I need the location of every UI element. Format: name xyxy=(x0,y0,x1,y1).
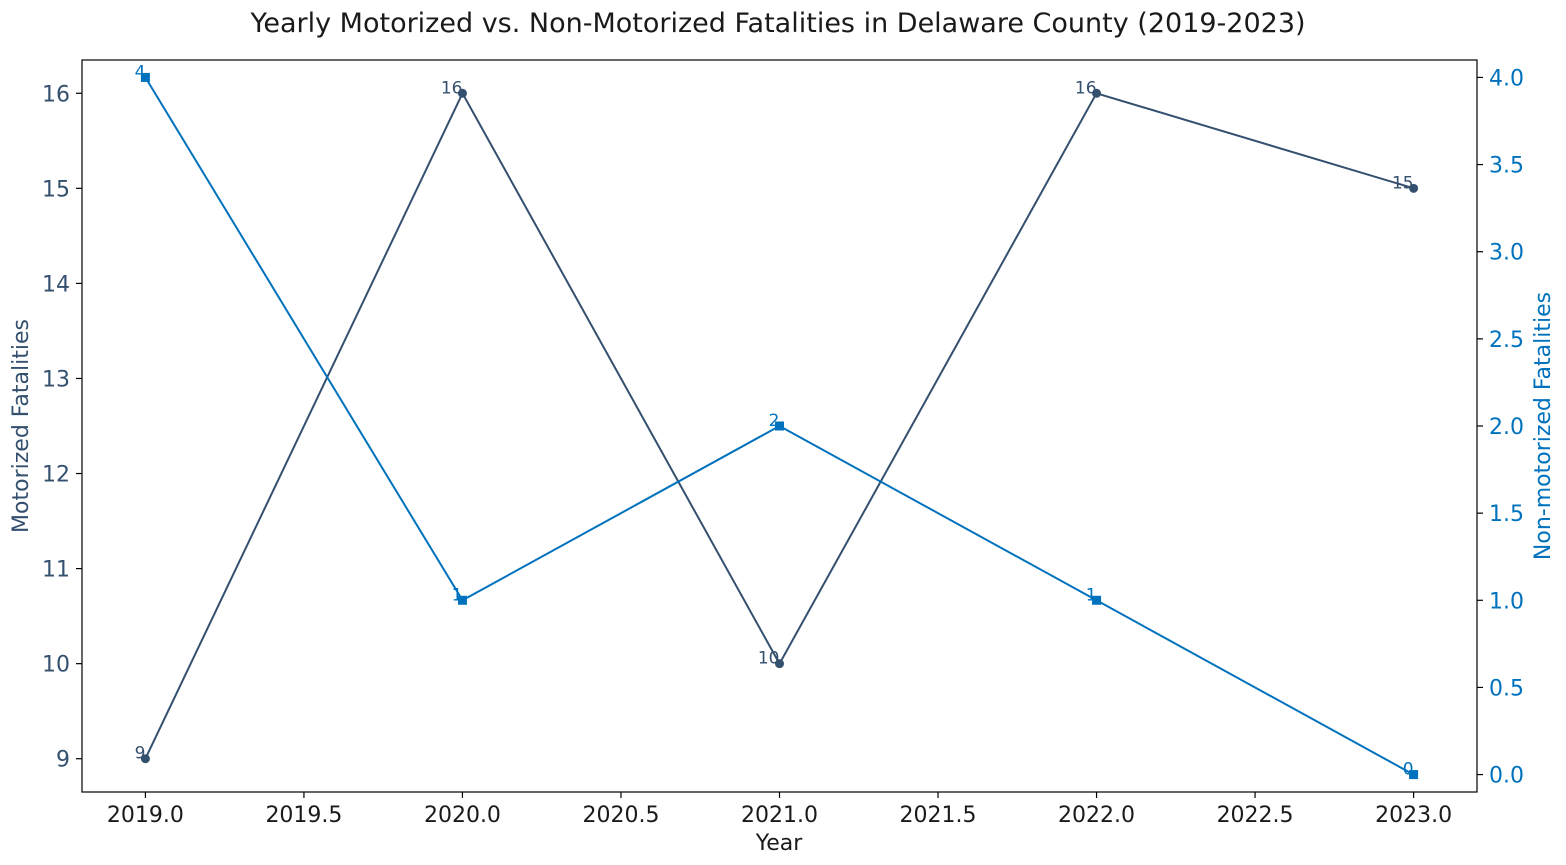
y-right-tick-label: 4.0 xyxy=(1489,66,1524,91)
y-left-tick-label: 9 xyxy=(56,748,70,773)
data-point xyxy=(775,421,784,431)
y-left-tick-label: 12 xyxy=(42,463,70,488)
y-axis-left-label: Motorized Fatalities xyxy=(9,319,34,533)
x-tick-label: 2022.0 xyxy=(1058,803,1135,828)
data-point xyxy=(1092,88,1102,98)
data-label: 0 xyxy=(1403,760,1414,780)
y-right-tick-label: 1.5 xyxy=(1489,502,1524,527)
data-point xyxy=(1409,770,1419,780)
y-left-tick-label: 13 xyxy=(42,367,70,392)
x-tick-label: 2019.5 xyxy=(265,803,342,828)
x-tick-label: 2022.5 xyxy=(1217,803,1294,828)
x-axis-label: Year xyxy=(755,831,804,856)
data-label: 4 xyxy=(135,62,146,82)
y-right-tick-label: 2.5 xyxy=(1489,328,1524,353)
y-left-tick-label: 16 xyxy=(42,82,70,107)
y-left-tick-label: 11 xyxy=(42,558,70,583)
y-right-tick-label: 2.0 xyxy=(1489,415,1524,440)
y-right-tick-label: 0.5 xyxy=(1489,676,1524,701)
y-right-tick-label: 3.5 xyxy=(1489,154,1524,179)
x-tick-label: 2023.0 xyxy=(1375,803,1452,828)
data-point xyxy=(1092,595,1102,605)
series-1: 9 16 10 16 15 xyxy=(135,78,1419,764)
chart-title: Yearly Motorized vs. Non-Motorized Fatal… xyxy=(249,8,1305,39)
x-tick-label: 2021.0 xyxy=(741,803,818,828)
data-label: 2 xyxy=(769,411,780,431)
data-point xyxy=(457,595,467,605)
y-right-tick-label: 1.0 xyxy=(1489,589,1524,614)
y-axis-right-label: Non-motorized Fatalities xyxy=(1531,292,1556,560)
data-label: 1 xyxy=(452,585,463,605)
data-label: 9 xyxy=(135,744,146,764)
data-label: 10 xyxy=(758,649,780,669)
x-tick-label: 2021.5 xyxy=(900,803,977,828)
y-left-tick-label: 14 xyxy=(42,272,70,297)
data-label: 15 xyxy=(1392,173,1414,193)
x-tick-label: 2020.0 xyxy=(424,803,501,828)
y-right-tick-label: 3.0 xyxy=(1489,241,1524,266)
data-point xyxy=(775,659,784,669)
data-label: 16 xyxy=(1075,78,1097,98)
y-left-tick-label: 15 xyxy=(42,177,70,202)
data-label: 1 xyxy=(1086,585,1097,605)
x-tick-label: 2019.0 xyxy=(107,803,184,828)
data-label: 16 xyxy=(441,78,463,98)
data-point xyxy=(140,754,150,764)
data-point xyxy=(457,88,467,98)
x-axis: 2019.0 2019.5 2020.0 2020.5 2021.0 2021.5 2022… xyxy=(107,792,1452,828)
y-axis-left: 9 10 11 12 13 14 15 16 xyxy=(42,82,82,773)
y-axis-right: 0.0 0.5 1.0 1.5 2.0 2.5 3.0 3.5 4.0 xyxy=(1477,66,1524,789)
y-right-tick-label: 0.0 xyxy=(1489,764,1524,789)
data-point xyxy=(140,72,150,82)
x-tick-label: 2020.5 xyxy=(582,803,659,828)
data-point xyxy=(1409,183,1419,193)
y-left-tick-label: 10 xyxy=(42,653,70,678)
